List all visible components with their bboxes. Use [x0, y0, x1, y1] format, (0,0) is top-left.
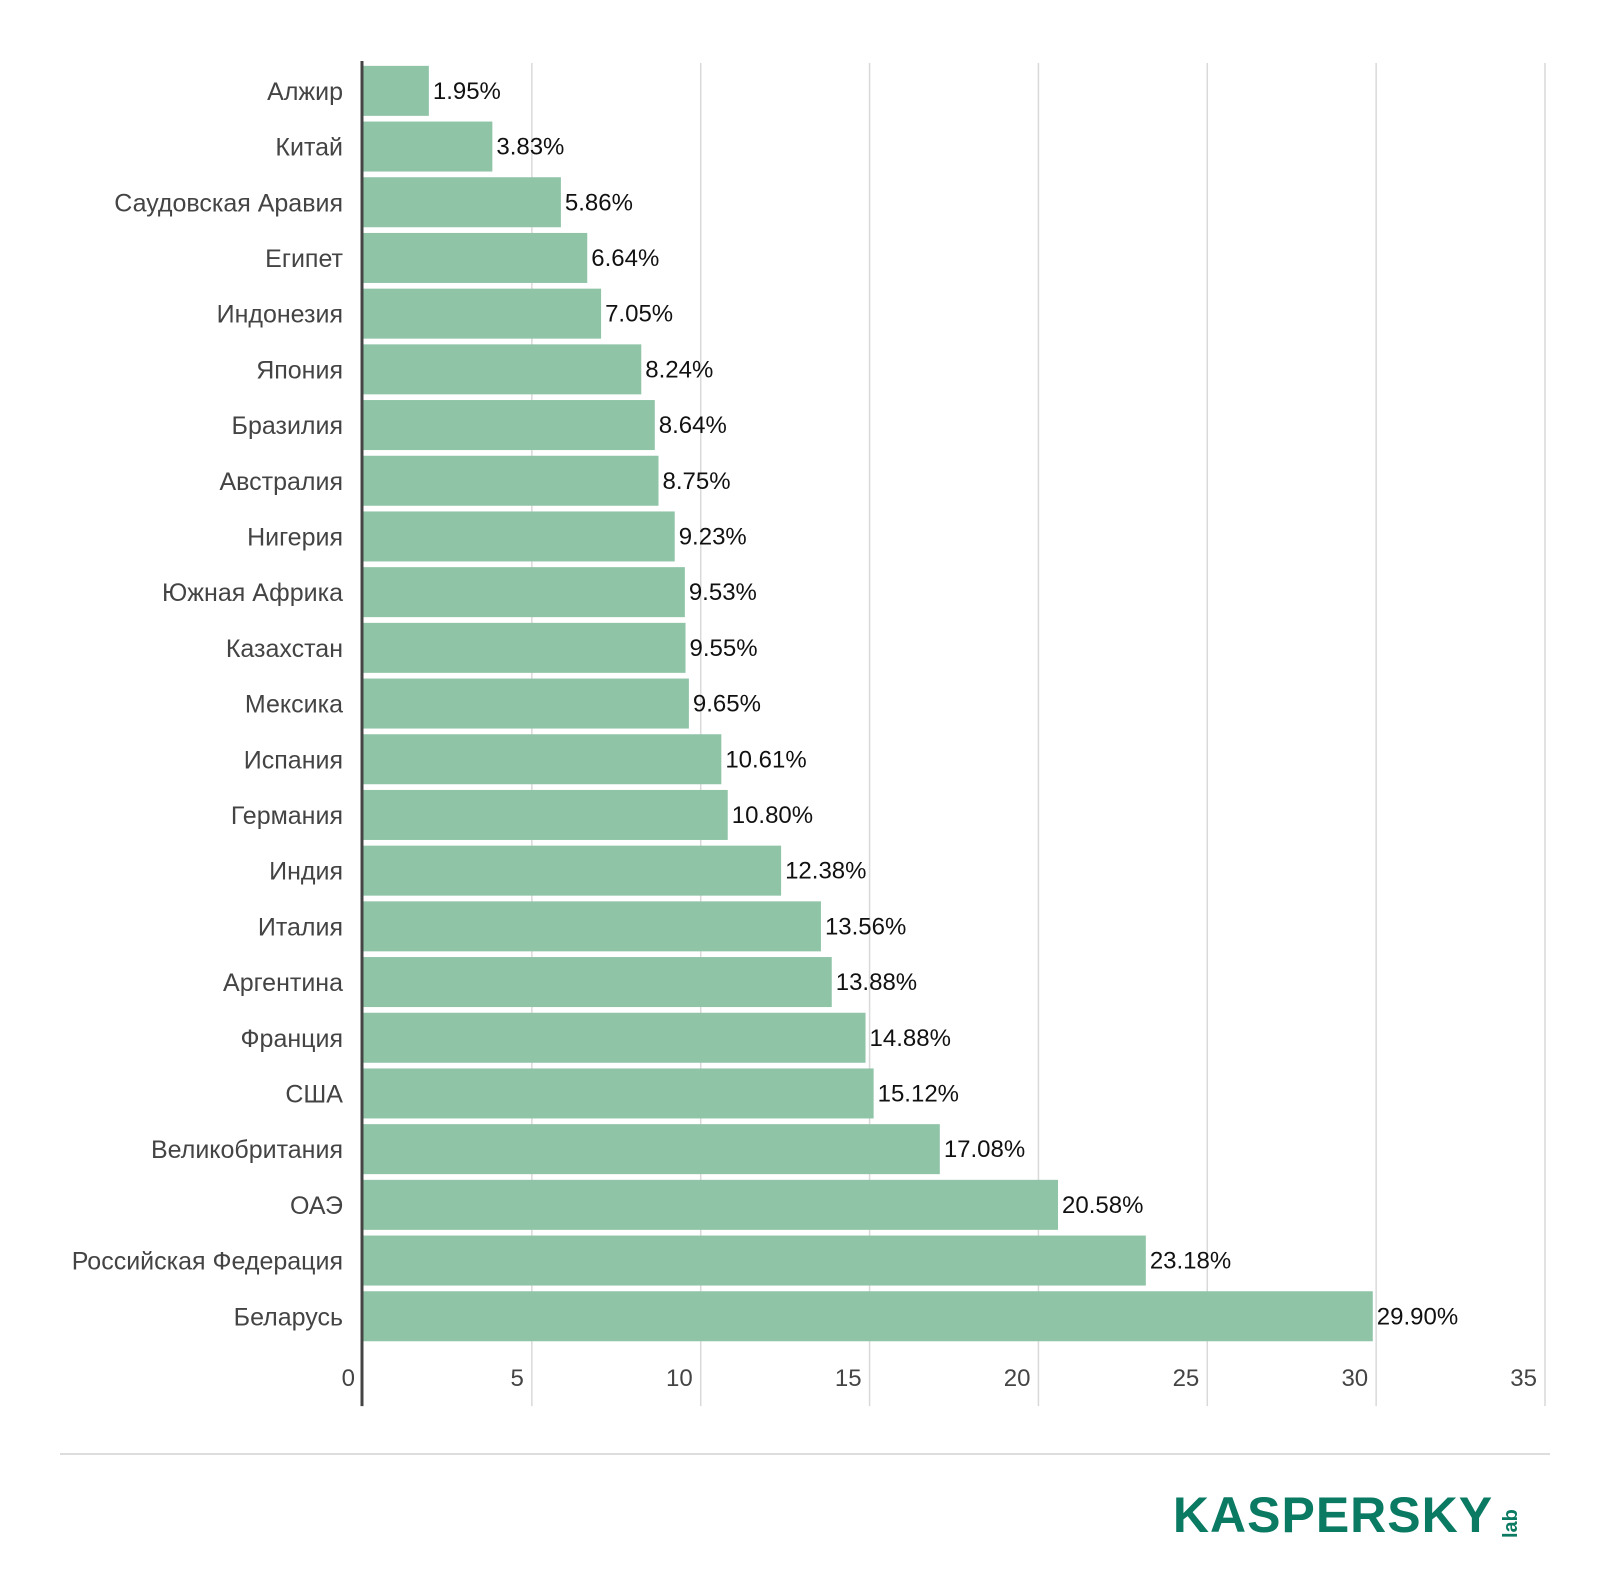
bar-3 [363, 232, 588, 283]
value-label: 10.61% [725, 746, 806, 773]
bar-20 [363, 1179, 1059, 1230]
logo-sub-text: lab [1500, 1509, 1523, 1538]
category-label: Франция [241, 1025, 343, 1053]
value-label: 3.83% [496, 134, 564, 161]
bar-8 [363, 511, 675, 562]
category-label: Южная Африка [162, 579, 343, 607]
value-label: 14.88% [870, 1025, 951, 1052]
value-label: 13.56% [825, 913, 906, 940]
category-label: Саудовская Аравия [114, 189, 343, 217]
x-tick-label: 30 [1341, 1365, 1368, 1392]
bar-9 [363, 567, 685, 618]
value-label: 9.55% [690, 635, 758, 662]
category-label: Бразилия [232, 412, 343, 440]
bar-chart: Алжир 1.95% Китай 3.83% Саудовская Аравия 5.8… [72, 61, 1546, 1407]
value-label: 23.18% [1150, 1248, 1231, 1275]
value-label: 8.24% [645, 356, 713, 383]
category-label: США [285, 1080, 343, 1108]
x-tick-label: 25 [1173, 1365, 1200, 1392]
bar-15 [363, 901, 821, 952]
bar-2 [363, 177, 561, 228]
value-label: 7.05% [605, 301, 673, 328]
bar-11 [363, 678, 689, 729]
bar-18 [363, 1068, 874, 1119]
bar-4 [363, 288, 602, 339]
value-label: 9.23% [679, 523, 747, 550]
value-label: 9.53% [689, 579, 757, 606]
bar-10 [363, 622, 686, 673]
value-label: 12.38% [785, 858, 866, 885]
bar-5 [363, 344, 642, 395]
bar-0 [363, 65, 429, 116]
value-label: 20.58% [1062, 1192, 1143, 1219]
bar-6 [363, 400, 655, 451]
bar-17 [363, 1012, 866, 1063]
category-label: Индонезия [217, 301, 343, 329]
category-label: Австралия [219, 468, 343, 496]
category-label: Российская Федерация [72, 1248, 343, 1276]
category-label: Мексика [245, 691, 343, 719]
category-label: Италия [258, 913, 343, 941]
category-label: Индия [269, 858, 343, 886]
category-label: Египет [265, 245, 343, 273]
bar-12 [363, 734, 722, 785]
bar-22 [363, 1291, 1373, 1342]
value-label: 6.64% [591, 245, 659, 272]
x-tick-label: 5 [510, 1365, 523, 1392]
bar-1 [363, 121, 493, 172]
value-label: 5.86% [565, 189, 633, 216]
category-label: ОАЭ [290, 1192, 343, 1220]
x-tick-label: 35 [1510, 1365, 1537, 1392]
value-label: 9.65% [693, 691, 761, 718]
bar-7 [363, 455, 659, 506]
category-label: Беларусь [234, 1303, 343, 1331]
value-label: 15.12% [878, 1080, 959, 1107]
logo-text: KASPERSKY [1172, 1487, 1494, 1543]
bar-16 [363, 957, 832, 1008]
chart-svg: Алжир 1.95% Китай 3.83% Саудовская Аравия 5.8… [72, 61, 1546, 1407]
bar-13 [363, 789, 728, 840]
bar-14 [363, 845, 782, 896]
x-tick-label: 0 [342, 1365, 355, 1392]
category-label: Нигерия [247, 523, 343, 551]
category-label: Казахстан [226, 635, 343, 663]
value-label: 8.64% [659, 412, 727, 439]
category-label: Алжир [267, 78, 343, 106]
value-label: 8.75% [663, 468, 731, 495]
category-label: Китай [275, 134, 343, 162]
value-label: 1.95% [433, 78, 501, 105]
bar-19 [363, 1124, 940, 1175]
x-tick-label: 15 [835, 1365, 862, 1392]
category-label: Германия [231, 802, 343, 830]
value-label: 13.88% [836, 969, 917, 996]
bar-21 [363, 1235, 1146, 1286]
category-label: Аргентина [223, 969, 343, 997]
footer-divider [60, 1453, 1550, 1455]
value-label: 17.08% [944, 1136, 1025, 1163]
x-tick-label: 10 [666, 1365, 693, 1392]
category-label: Испания [244, 746, 343, 774]
x-tick-label: 20 [1004, 1365, 1031, 1392]
kaspersky-logo: KASPERSKY lab [1173, 1490, 1550, 1540]
category-label: Великобритания [151, 1136, 343, 1164]
value-label: 29.90% [1377, 1303, 1458, 1330]
value-label: 10.80% [732, 802, 813, 829]
category-label: Япония [256, 356, 343, 384]
